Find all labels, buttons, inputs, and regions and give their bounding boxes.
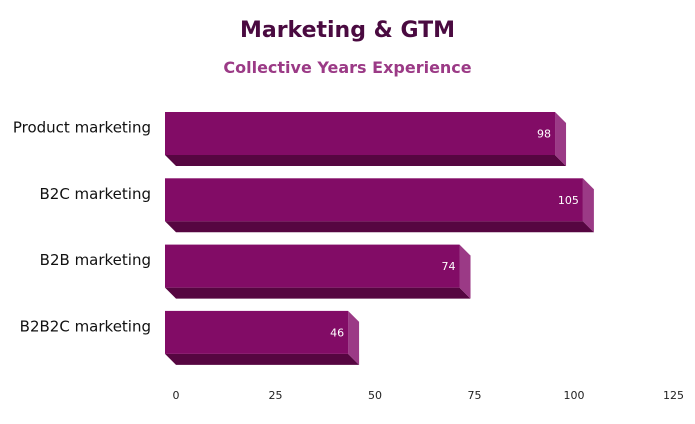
- bar-bottom-face: [165, 155, 567, 166]
- bar-value-label: 46: [330, 326, 344, 339]
- bar-group: 105: [165, 178, 594, 233]
- bar-bottom-face: [165, 221, 594, 233]
- bar-group: 74: [165, 244, 471, 299]
- bar-value-label: 74: [442, 260, 456, 273]
- category-label: B2C marketing: [39, 185, 151, 203]
- bar-value-label: 105: [558, 194, 579, 207]
- chart-subtitle: Collective Years Experience: [223, 58, 472, 77]
- bar-side-face: [582, 178, 594, 233]
- bar-bottom-face: [165, 287, 471, 299]
- x-tick-label: 0: [173, 389, 180, 402]
- bar: [165, 310, 349, 354]
- bar-side-face: [348, 310, 360, 365]
- bar: [165, 244, 460, 288]
- category-label: B2B2C marketing: [20, 317, 151, 335]
- bar: [165, 112, 556, 155]
- bar-side-face: [459, 244, 471, 299]
- x-tick-label: 75: [468, 389, 482, 402]
- bar-side-face: [555, 112, 567, 166]
- bar: [165, 178, 583, 222]
- bar-group: 98: [165, 112, 567, 166]
- x-tick-label: 50: [368, 389, 382, 402]
- bar-bottom-face: [165, 353, 360, 365]
- x-tick-label: 100: [564, 389, 585, 402]
- x-tick-label: 25: [269, 389, 283, 402]
- bar-value-label: 98: [537, 128, 551, 141]
- category-label: Product marketing: [13, 119, 151, 137]
- chart-title: Marketing & GTM: [239, 18, 456, 43]
- bar-group: 46: [165, 310, 360, 365]
- category-label: B2B marketing: [40, 251, 151, 269]
- x-tick-label: 125: [663, 389, 684, 402]
